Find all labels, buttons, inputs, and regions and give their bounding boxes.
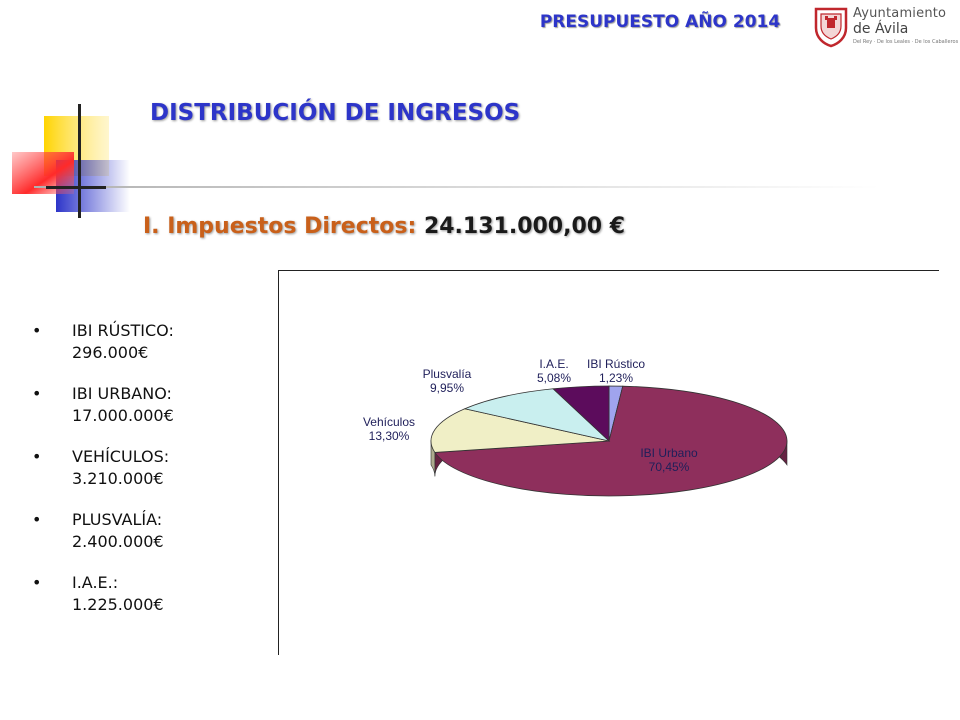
pie-slice-value: 13,30% <box>369 429 410 443</box>
subtitle-label: I. Impuestos Directos: <box>143 214 417 239</box>
subtitle-amount: 24.131.000,00 € <box>423 214 626 239</box>
item-value: 2.400.000€ <box>72 532 164 551</box>
vertical-rule <box>78 104 81 218</box>
item-value: 17.000.000€ <box>72 406 174 425</box>
list-item: IBI URBANO: 17.000.000€ <box>32 383 232 427</box>
presupuesto-title: PRESUPUESTO AÑO 2014 <box>539 12 781 32</box>
pie-slice <box>552 385 610 442</box>
item-name: I.A.E.: <box>72 573 119 592</box>
pie-slice-value: 9,95% <box>430 381 464 395</box>
item-name: IBI RÚSTICO: <box>72 321 174 340</box>
pie-slice <box>434 385 788 497</box>
list-item: IBI RÚSTICO: 296.000€ <box>32 320 232 364</box>
horizontal-rule <box>46 186 106 189</box>
list-item: I.A.E.: 1.225.000€ <box>32 572 232 616</box>
pie-slice-label: IBI Rústico <box>587 357 645 371</box>
pie-slice-label: Vehículos <box>363 415 415 429</box>
pie-slice-label: Plusvalía <box>423 367 472 381</box>
item-name: PLUSVALÍA: <box>72 510 163 529</box>
header-rule <box>34 186 880 188</box>
item-value: 1.225.000€ <box>72 595 164 614</box>
pie-slice-label: IBI Urbano <box>640 446 698 460</box>
list-item: VEHÍCULOS: 3.210.000€ <box>32 446 232 490</box>
item-name: IBI URBANO: <box>72 384 172 403</box>
tax-list: IBI RÚSTICO: 296.000€ IBI URBANO: 17.000.0… <box>32 320 232 635</box>
coat-of-arms-icon <box>814 7 848 48</box>
logo-tagline: Del Rey · De los Leales · De los Caballe… <box>853 39 959 45</box>
pie-slice-value: 1,23% <box>599 371 633 385</box>
chart-area: IBI Rústico 1,23% IBI Urbano 70,45% Vehículo… <box>278 270 939 655</box>
pie-slice <box>430 408 610 453</box>
pie-slice-value: 5,08% <box>537 371 571 385</box>
logo-line-1: Ayuntamiento <box>853 6 947 21</box>
item-value: 296.000€ <box>72 343 149 362</box>
section-title: DISTRIBUCIÓN DE INGRESOS <box>150 100 521 126</box>
list-item: PLUSVALÍA: 2.400.000€ <box>32 509 232 553</box>
ayuntamiento-logo: Ayuntamiento de Ávila Del Rey · De los L… <box>813 6 958 50</box>
pie-slice <box>463 388 611 442</box>
pie-slice-value: 70,45% <box>649 460 690 474</box>
subtitle: I. Impuestos Directos: 24.131.000,00 € <box>143 214 625 239</box>
item-value: 3.210.000€ <box>72 469 164 488</box>
logo-line-2: de Ávila <box>853 21 909 37</box>
decorative-squares <box>12 104 880 218</box>
item-name: VEHÍCULOS: <box>72 447 170 466</box>
pie-slice-label: I.A.E. <box>539 357 568 371</box>
